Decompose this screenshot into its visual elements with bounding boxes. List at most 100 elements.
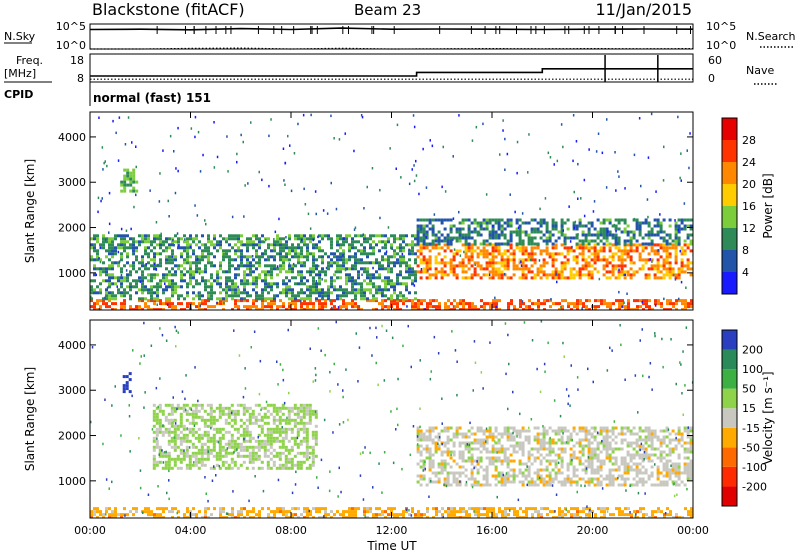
heatmap-cell — [537, 305, 540, 309]
heatmap-cell — [431, 242, 435, 246]
heatmap-cell — [497, 221, 501, 225]
heatmap-cell — [314, 415, 318, 419]
heatmap-cell — [182, 409, 186, 413]
heatmap-speckle — [98, 257, 100, 260]
heatmap-speckle — [216, 301, 218, 305]
heatmap-cell — [608, 276, 612, 280]
heatmap-cell — [269, 457, 273, 461]
heatmap-cell — [486, 302, 489, 306]
heatmap-cell — [279, 267, 282, 271]
heatmap-cell — [108, 299, 111, 303]
heatmap-cell — [360, 308, 363, 310]
heatmap-cell — [333, 273, 336, 277]
heatmap-cell — [381, 302, 384, 306]
heatmap-cell — [581, 264, 585, 268]
heatmap-cell — [437, 480, 441, 484]
heatmap-cell — [177, 285, 180, 289]
heatmap-cell — [315, 273, 318, 277]
heatmap-cell — [336, 288, 339, 292]
heatmap-cell — [623, 264, 627, 268]
heatmap-cell — [207, 261, 210, 265]
heatmap-cell — [566, 468, 570, 472]
heatmap-speckle — [680, 179, 682, 182]
heatmap-cell — [336, 249, 339, 253]
heatmap-cell — [476, 246, 480, 250]
heatmap-cell — [120, 276, 123, 280]
heatmap-speckle — [297, 122, 299, 126]
heatmap-cell — [530, 447, 534, 451]
heatmap-cell — [677, 224, 681, 228]
heatmap-cell — [689, 242, 693, 246]
heatmap-cell — [384, 510, 387, 514]
heatmap-cell — [507, 507, 510, 511]
heatmap-cell — [612, 302, 615, 306]
heatmap-cell — [666, 308, 669, 310]
heatmap-cell — [545, 221, 549, 225]
heatmap-cell — [321, 267, 324, 271]
heatmap-cell — [593, 249, 597, 253]
heatmap-cell — [339, 252, 342, 256]
heatmap-cell — [488, 456, 492, 460]
heatmap-speckle — [301, 238, 303, 242]
heatmap-cell — [327, 255, 330, 259]
heatmap-cell — [462, 299, 465, 303]
heatmap-cell — [512, 471, 516, 475]
heatmap-cell — [579, 299, 582, 303]
heatmap-cell — [287, 448, 291, 452]
heatmap-cell — [440, 267, 444, 271]
heatmap-cell — [306, 246, 309, 250]
heatmap-cell — [455, 227, 459, 231]
heatmap-cell — [465, 513, 468, 517]
heatmap-cell — [467, 276, 471, 280]
heatmap-speckle — [325, 266, 328, 270]
heatmap-cell — [599, 221, 603, 225]
heatmap-cell — [240, 255, 243, 259]
heatmap-cell — [500, 258, 504, 262]
heatmap-cell — [620, 258, 624, 262]
heatmap-cell — [375, 261, 378, 265]
heatmap-cell — [536, 474, 540, 478]
heatmap-cell — [324, 234, 327, 238]
heatmap-speckle — [371, 167, 374, 170]
heatmap-cell — [308, 412, 312, 416]
heatmap-cell — [168, 255, 171, 259]
heatmap-cell — [602, 255, 606, 259]
heatmap-cell — [665, 273, 669, 277]
heatmap-cell — [491, 233, 495, 237]
heatmap-cell — [360, 288, 363, 292]
heatmap-cell — [255, 513, 258, 517]
heatmap-cell — [219, 302, 222, 306]
heatmap-cell — [165, 507, 168, 511]
heatmap-cell — [633, 510, 636, 514]
heatmap-speckle — [506, 152, 509, 156]
heatmap-cell — [674, 258, 678, 262]
heatmap-cell — [282, 279, 285, 283]
heatmap-speckle — [360, 114, 363, 117]
heatmap-cell — [422, 447, 426, 451]
heatmap-cell — [278, 418, 282, 422]
heatmap-cell — [434, 267, 438, 271]
heatmap-cell — [656, 230, 660, 234]
heatmap-cell — [465, 510, 468, 514]
heatmap-cell — [458, 432, 462, 436]
heatmap-cell — [491, 236, 495, 240]
heatmap-cell — [243, 299, 246, 303]
heatmap-cell — [536, 441, 540, 445]
heatmap-speckle — [237, 285, 239, 289]
heatmap-cell — [300, 282, 303, 286]
heatmap-speckle — [155, 221, 158, 224]
heatmap-cell — [305, 466, 309, 470]
heatmap-cell — [96, 302, 99, 306]
heatmap-cell — [90, 291, 93, 295]
heatmap-cell — [485, 465, 489, 469]
heatmap-cell — [228, 276, 231, 280]
heatmap-cell — [527, 474, 531, 478]
heatmap-cell — [666, 513, 669, 517]
heatmap-cell — [527, 252, 531, 256]
heatmap-cell — [312, 267, 315, 271]
heatmap-cell — [533, 438, 537, 442]
heatmap-cell — [422, 242, 426, 246]
heatmap-cell — [560, 456, 564, 460]
heatmap-cell — [551, 264, 555, 268]
heatmap-cell — [222, 299, 225, 303]
